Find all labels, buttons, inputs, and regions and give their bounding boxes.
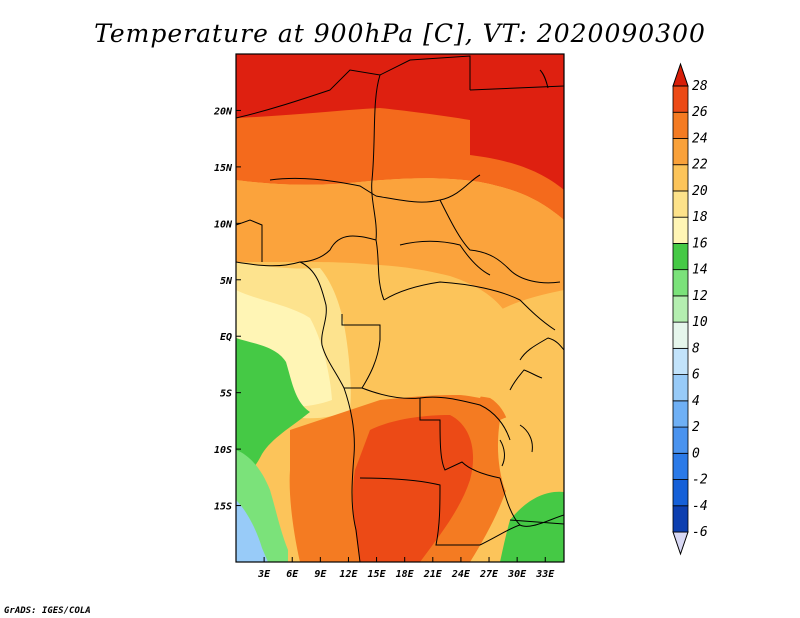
colorbar-swatch bbox=[672, 505, 689, 533]
x-tick-label: 21E bbox=[423, 569, 443, 580]
colorbar-swatch bbox=[672, 190, 689, 218]
colorbar-swatch bbox=[672, 216, 689, 244]
colorbar-label: -4 bbox=[692, 499, 708, 514]
temp-band-rift bbox=[497, 414, 561, 502]
colorbar-over-arrow bbox=[672, 62, 689, 87]
colorbar-swatch bbox=[672, 400, 689, 428]
colorbar-label: 18 bbox=[692, 210, 708, 225]
map-axes: 3E 6E 9E 12E 15E 18E 21E 24E 27E 30E 33E 20N 15N 10N 5… bbox=[213, 106, 555, 580]
x-tick-label: 24E bbox=[451, 569, 471, 580]
y-tick-label: 10N bbox=[214, 219, 233, 230]
temp-band-very-hot-south bbox=[352, 415, 474, 562]
x-tick-label: 12E bbox=[339, 569, 358, 580]
colorbar-under-arrow bbox=[672, 531, 689, 556]
colorbar-label: 26 bbox=[692, 105, 708, 120]
y-tick-label: 20N bbox=[213, 106, 233, 117]
colorbar-swatch bbox=[672, 426, 689, 454]
colorbar-label: 24 bbox=[692, 131, 708, 146]
temp-band-forest bbox=[330, 264, 510, 398]
colorbar-label: 2 bbox=[692, 420, 700, 435]
colorbar-label: 22 bbox=[692, 158, 708, 173]
y-tick-label: 15S bbox=[214, 502, 232, 513]
temp-band-green-se bbox=[500, 491, 564, 562]
y-tick-label: EQ bbox=[220, 332, 232, 343]
colorbar-label: 6 bbox=[692, 368, 700, 383]
x-tick-label: 9E bbox=[314, 569, 327, 580]
colorbar-label: -2 bbox=[692, 473, 708, 488]
x-tick-label: 3E bbox=[257, 569, 271, 580]
temp-band-green-west bbox=[236, 338, 310, 484]
colorbar-label: -6 bbox=[692, 525, 708, 540]
x-tick-label: 6E bbox=[286, 569, 299, 580]
colorbar-label: 28 bbox=[692, 79, 708, 94]
colorbar-swatch bbox=[672, 374, 689, 402]
y-tick-label: 5N bbox=[220, 276, 233, 287]
colorbar-label: 16 bbox=[692, 236, 708, 251]
colorbar-label: 10 bbox=[692, 315, 708, 330]
temp-band-blue-sw bbox=[236, 500, 268, 562]
colorbar-swatch bbox=[672, 269, 689, 297]
plot-title: Temperature at 900hPa [C], VT: 202009030… bbox=[94, 19, 706, 48]
colorbar-swatch bbox=[672, 347, 689, 375]
x-tick-label: 30E bbox=[507, 569, 527, 580]
colorbar-label: 8 bbox=[692, 341, 700, 356]
temp-band-savanna bbox=[236, 178, 564, 310]
temperature-field bbox=[236, 54, 564, 562]
y-tick-label: 15N bbox=[214, 163, 233, 174]
colorbar-swatch bbox=[672, 295, 689, 323]
colorbar-swatch bbox=[672, 111, 689, 139]
y-tick-label: 10S bbox=[214, 445, 232, 456]
colorbar-swatch bbox=[672, 243, 689, 271]
country-borders bbox=[236, 55, 564, 562]
map-frame bbox=[235, 53, 565, 563]
colorbar-label: 20 bbox=[692, 184, 708, 199]
colorbar-swatch bbox=[672, 321, 689, 349]
colorbar-swatch bbox=[672, 479, 689, 507]
colorbar-label: 0 bbox=[692, 446, 700, 461]
x-tick-label: 33E bbox=[535, 569, 555, 580]
colorbar-swatch bbox=[672, 452, 689, 480]
x-tick-label: 18E bbox=[396, 569, 415, 580]
colorbar-label: 12 bbox=[692, 289, 708, 304]
colorbar-swatch bbox=[672, 164, 689, 192]
colorbar-swatch bbox=[672, 138, 689, 166]
x-tick-label: 15E bbox=[368, 569, 387, 580]
x-tick-label: 27E bbox=[479, 569, 499, 580]
colorbar-swatch bbox=[672, 85, 689, 113]
grads-credit: GrADS: IGES/COLA bbox=[4, 606, 91, 616]
y-tick-label: 5S bbox=[220, 389, 232, 400]
colorbar-label: 4 bbox=[692, 394, 700, 409]
colorbar-label: 14 bbox=[692, 263, 708, 278]
temp-band-north bbox=[236, 54, 564, 190]
